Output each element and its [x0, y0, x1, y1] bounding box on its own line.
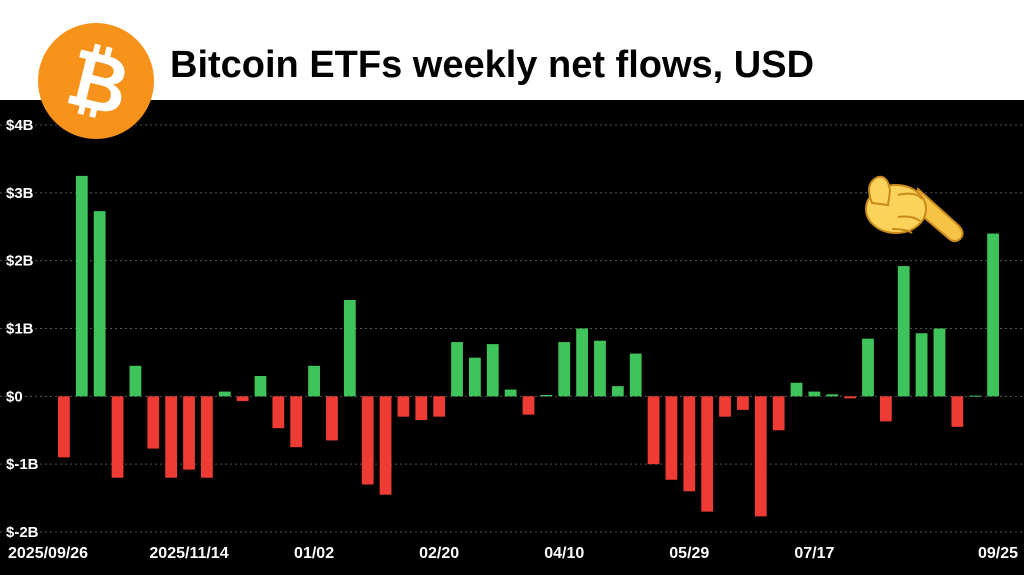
- bar: [290, 396, 303, 448]
- x-tick-label: 07/17: [794, 545, 834, 562]
- bar: [200, 396, 213, 478]
- bar: [647, 396, 660, 465]
- x-tick-label: 2025/11/14: [149, 545, 228, 562]
- bar: [361, 396, 374, 485]
- y-tick-label: $-1B: [6, 456, 39, 473]
- y-tick-label: $4B: [6, 117, 34, 134]
- bar: [236, 396, 249, 402]
- bar: [486, 344, 499, 397]
- bar: [397, 396, 410, 417]
- bar: [129, 365, 142, 397]
- x-tick-label: 09/25: [978, 545, 1018, 562]
- bar: [879, 396, 892, 422]
- bar: [165, 396, 178, 478]
- x-tick-label: 2025/09/26: [8, 545, 88, 562]
- bar: [147, 396, 160, 449]
- bitcoin-logo-icon: [38, 23, 154, 139]
- bar: [272, 396, 285, 429]
- bar: [790, 382, 803, 397]
- bar: [58, 396, 70, 458]
- bar: [379, 396, 392, 495]
- x-tick-label: 05/29: [669, 545, 709, 562]
- y-tick-label: $-2B: [6, 524, 39, 541]
- bar: [683, 396, 696, 492]
- y-tick-label: $2B: [6, 253, 34, 270]
- bar: [183, 396, 195, 470]
- bar: [826, 394, 839, 397]
- y-tick-label: $1B: [6, 321, 34, 338]
- bar: [218, 391, 231, 397]
- bar: [951, 396, 964, 427]
- bar: [451, 342, 463, 397]
- bar: [540, 394, 553, 397]
- bar: [93, 211, 106, 397]
- y-tick-label: $0: [6, 388, 23, 405]
- bar: [433, 396, 446, 417]
- chart-panel: $-2B $-1B $0 $1B $2B $3B $4B 2025/09/26 2025/11/…: [0, 100, 1024, 575]
- bar: [254, 375, 267, 397]
- bar: [111, 396, 124, 478]
- bar: [629, 353, 642, 397]
- bar: [415, 396, 428, 421]
- bar: [754, 396, 767, 517]
- bar: [862, 338, 874, 397]
- bar: [594, 340, 606, 397]
- bar: [343, 300, 356, 397]
- bar: [915, 333, 928, 397]
- bar: [665, 396, 678, 480]
- bar-chart: $-2B $-1B $0 $1B $2B $3B $4B 2025/09/26 2025/11/…: [0, 117, 1024, 562]
- pointing-hand-emoji-icon: [865, 175, 964, 243]
- bar: [75, 175, 88, 397]
- bar: [933, 328, 946, 397]
- bar: [504, 389, 517, 397]
- bar: [969, 395, 982, 397]
- bar: [469, 357, 481, 397]
- bar: [308, 365, 320, 397]
- x-tick-label: 01/02: [294, 545, 334, 562]
- x-tick-label: 02/20: [419, 545, 459, 562]
- bar: [326, 396, 338, 441]
- bar: [987, 233, 999, 397]
- bar: [522, 396, 535, 415]
- bar: [576, 328, 588, 397]
- bar: [719, 396, 731, 417]
- chart-title: Bitcoin ETFs weekly net flows, USD: [170, 44, 815, 86]
- bar: [737, 396, 749, 410]
- bar: [844, 396, 857, 399]
- x-tick-label: 04/10: [544, 545, 584, 562]
- y-tick-label: $3B: [6, 185, 34, 202]
- bar: [772, 396, 785, 431]
- bar: [808, 391, 821, 397]
- bar: [558, 342, 571, 397]
- bar: [701, 396, 714, 512]
- bar: [611, 386, 624, 397]
- header: Bitcoin ETFs weekly net flows, USD: [0, 0, 1024, 139]
- bar: [897, 266, 910, 397]
